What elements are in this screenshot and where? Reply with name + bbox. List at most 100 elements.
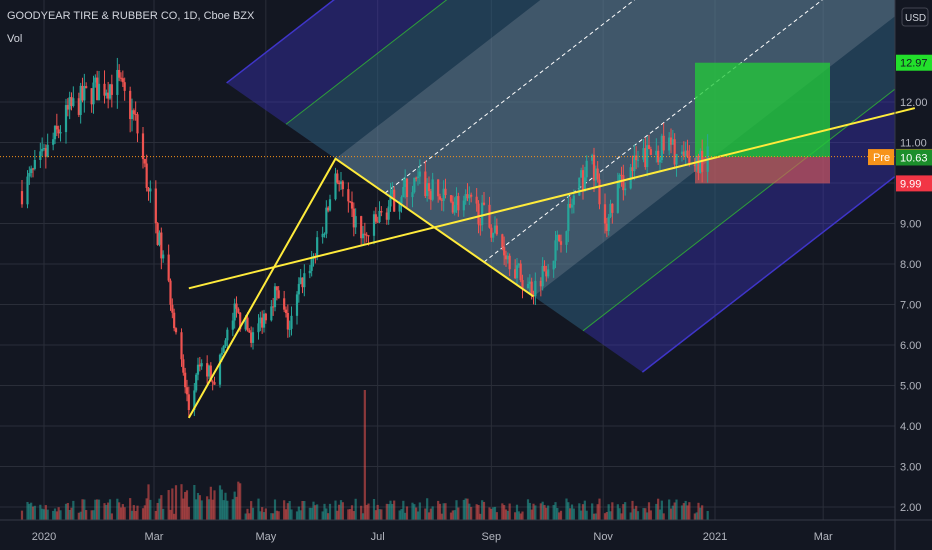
volume-bar	[559, 510, 563, 520]
volume-bar	[440, 513, 443, 520]
volume-bar	[132, 505, 135, 520]
volume-bar	[103, 503, 106, 520]
volume-bar	[233, 491, 236, 520]
candle-body	[129, 90, 132, 120]
candle-body	[437, 179, 440, 197]
candle-body	[123, 82, 126, 91]
price-label-last-close	[896, 149, 932, 166]
volume-bar	[46, 509, 49, 520]
candle-body	[53, 125, 57, 140]
candle-body	[341, 181, 344, 190]
volume-bar	[624, 502, 627, 520]
volume-bar	[592, 513, 596, 520]
volume-bar	[633, 508, 636, 520]
candle-body	[310, 259, 313, 271]
volume-bar	[492, 507, 495, 520]
candle-body	[116, 69, 119, 95]
volume-bar	[310, 507, 313, 520]
drawings[interactable]	[0, 107, 916, 419]
volume-bar	[495, 512, 498, 520]
candle-body	[631, 167, 634, 172]
candle-body	[303, 273, 306, 288]
time-tick-label: 2020	[32, 531, 56, 543]
volume-bar	[207, 499, 211, 520]
volume-bar	[325, 508, 328, 520]
currency-button[interactable]	[901, 7, 929, 27]
candle-body	[457, 196, 460, 211]
volume-bar	[59, 510, 62, 520]
volume-bar	[543, 505, 546, 520]
volume-bar	[552, 505, 555, 520]
volume-indicator-label[interactable]: Vol	[7, 33, 23, 45]
candle-body	[438, 196, 442, 200]
volume-bar	[541, 501, 544, 520]
volume-bar	[328, 503, 332, 520]
candle-body	[160, 232, 163, 259]
volume-bar	[316, 504, 319, 520]
candle-body	[211, 381, 214, 383]
volume-bar	[248, 513, 251, 520]
volume-bar	[482, 501, 486, 520]
volume-bar	[415, 507, 418, 520]
candle-body	[391, 189, 394, 195]
candle-body	[246, 317, 249, 331]
volume-bar	[312, 501, 315, 520]
volume-bar	[354, 498, 357, 520]
candle-body	[530, 281, 533, 295]
volume-bar	[173, 513, 176, 520]
candle-body	[327, 207, 330, 211]
volume-bar	[479, 513, 482, 520]
pitchfork-channels[interactable]	[226, 0, 896, 373]
candle-body	[156, 223, 159, 245]
symbol-title[interactable]: GOODYEAR TIRE & RUBBER CO, 1D, Cboe BZX	[7, 10, 255, 22]
candle-body	[218, 354, 222, 385]
candle-body	[605, 223, 608, 232]
candle-body	[682, 151, 685, 156]
candle-body	[493, 225, 497, 233]
volume-bar	[686, 505, 689, 520]
volume-bar	[556, 508, 559, 520]
candle-body	[30, 168, 33, 174]
volume-bar	[79, 511, 82, 520]
candle-body	[347, 189, 350, 202]
volume-bar	[572, 508, 575, 520]
volume-bar	[413, 504, 416, 520]
volume-bar	[42, 509, 46, 520]
volume-bar	[620, 513, 623, 520]
volume-bar	[389, 500, 392, 520]
volume-bar	[647, 502, 651, 520]
candle-body	[107, 92, 110, 99]
volume-bar	[66, 502, 69, 520]
volume-bar	[367, 503, 370, 520]
candle-body	[607, 216, 610, 232]
volume-bar	[603, 513, 607, 520]
volume-bar	[184, 491, 187, 520]
candle-body	[79, 85, 82, 115]
candle-body	[286, 313, 289, 330]
candle-body	[442, 188, 445, 201]
candle-body	[633, 155, 636, 172]
candle-body	[325, 207, 328, 234]
candle-body	[141, 133, 145, 160]
dashed-upper-line	[384, 0, 636, 194]
volume-bar	[57, 507, 60, 520]
volume-bar	[162, 508, 165, 520]
volume-bar	[33, 505, 36, 520]
volume-bar	[299, 510, 302, 520]
candle-body	[196, 364, 200, 375]
candle-body	[680, 151, 684, 155]
candle-body	[321, 233, 324, 238]
candle-body	[277, 290, 280, 299]
volume-bar	[455, 500, 458, 520]
grid	[0, 0, 895, 520]
candle-body	[693, 164, 696, 167]
volume-bar	[453, 510, 456, 520]
candle-body	[490, 227, 493, 238]
volume-bar	[578, 503, 581, 520]
volume-bar	[642, 508, 645, 520]
volume-bar	[156, 502, 159, 520]
volume-bar	[682, 503, 685, 520]
